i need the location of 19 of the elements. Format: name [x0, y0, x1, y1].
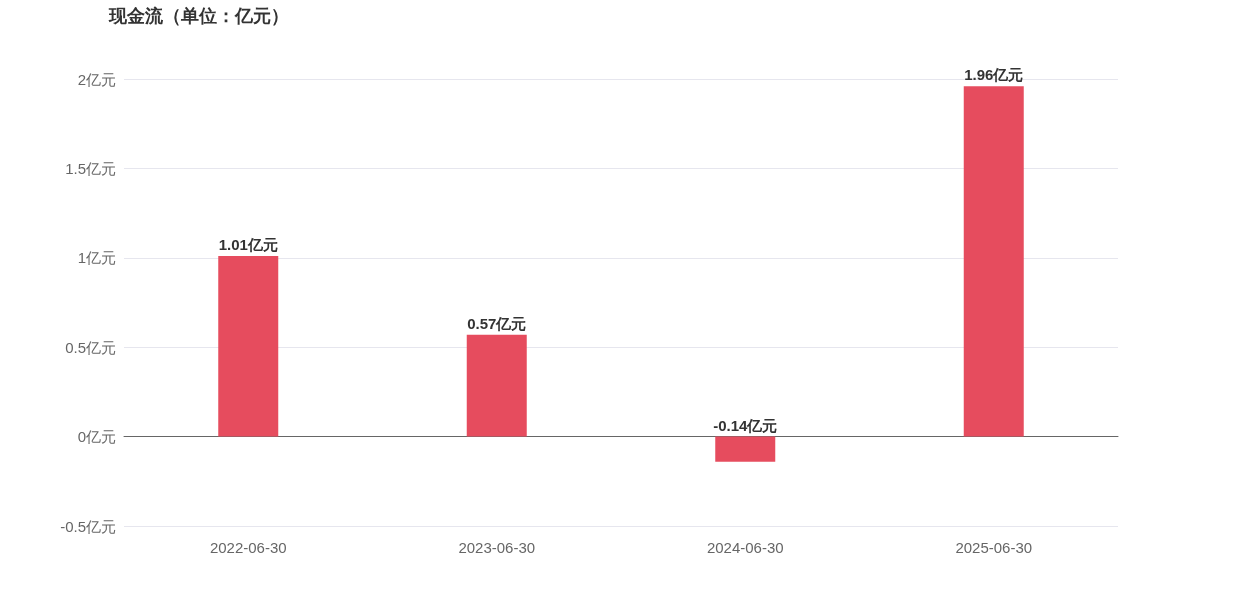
- y-tick-label: -0.5亿元: [60, 517, 116, 535]
- data-label: 0.57亿元: [467, 314, 527, 332]
- bar: [715, 436, 776, 462]
- chart-title: 现金流（单位：亿元）: [108, 6, 289, 26]
- x-tick-label: 2023-06-30: [458, 539, 536, 556]
- x-tick-label: 2024-06-30: [706, 539, 784, 556]
- y-tick-label: 0亿元: [77, 428, 116, 446]
- y-tick-label: 0.5亿元: [65, 338, 116, 356]
- y-tick-label: 1亿元: [77, 249, 116, 267]
- y-tick-label: 1.5亿元: [65, 159, 116, 177]
- x-tick-label: 2025-06-30: [955, 539, 1033, 556]
- bar: [963, 86, 1024, 437]
- data-label: -0.14亿元: [713, 416, 778, 434]
- data-label: 1.01亿元: [218, 236, 278, 254]
- bar: [466, 334, 527, 437]
- x-tick-label: 2022-06-30: [209, 539, 287, 556]
- bar: [218, 256, 279, 437]
- y-tick-label: 2亿元: [77, 70, 116, 88]
- data-label: 1.96亿元: [964, 66, 1024, 84]
